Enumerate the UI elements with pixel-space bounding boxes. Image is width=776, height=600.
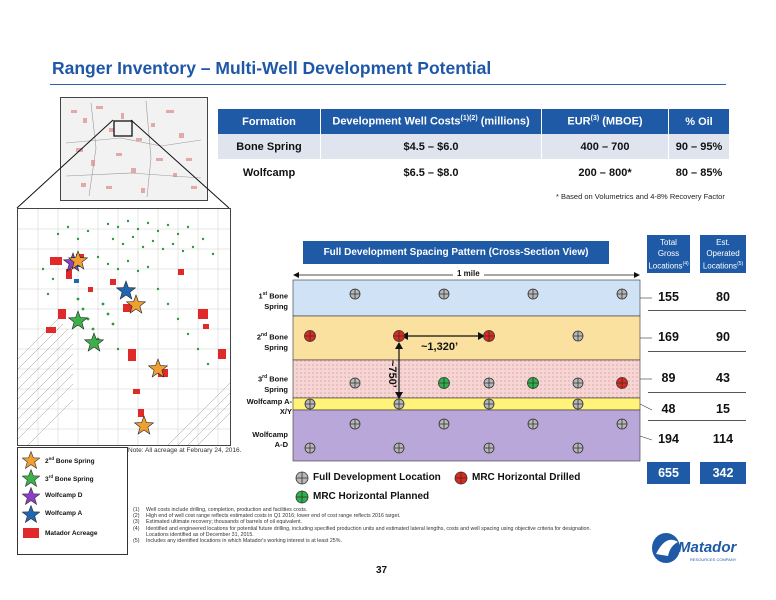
col-well-costs: Development Well Costs(1)(2) (millions): [320, 109, 542, 134]
operated-2nd-bone-spring: 90: [716, 330, 730, 344]
operated-1st-bone-spring: 80: [716, 290, 730, 304]
operated-3rd-bone-spring: 43: [716, 371, 730, 385]
legend-mrc-drilled: MRC Horizontal Drilled: [472, 472, 581, 483]
table-footnote: * Based on Volumetrics and 4-8% Recovery…: [556, 192, 725, 201]
operated-wolfcamp-ad: 114: [712, 432, 734, 446]
star-icon: [22, 505, 40, 523]
detail-map-graphic: [18, 209, 230, 445]
legend-2nd-bone-spring: 2nd Bone Spring: [45, 456, 95, 466]
acreage-swatch: [23, 528, 39, 538]
overview-map: [60, 97, 208, 201]
layer-wolfcamp-xy: [292, 397, 641, 411]
legend-icons: [295, 471, 468, 504]
col-total-gross-locations: Total Gross Locations(4): [647, 235, 690, 273]
page-title: Ranger Inventory – Multi-Well Developmen…: [52, 58, 492, 78]
svg-text:Matador: Matador: [678, 539, 738, 556]
layer-2nd-bone-spring: [292, 315, 641, 361]
col-eur: EUR(3) (MBOE): [541, 109, 669, 134]
mrc-horizontal-drilled-icons: [304, 330, 628, 389]
svg-text:RESOURCES COMPANY: RESOURCES COMPANY: [690, 557, 737, 562]
legend-3rd-bone-spring: 3rd Bone Spring: [45, 474, 94, 484]
legend-matador-acreage: Matador Acreage: [45, 530, 98, 537]
label-wolfcamp-ad: Wolfcamp A-D: [252, 430, 288, 449]
legend-full-development: Full Development Location: [313, 472, 441, 483]
gross-wolfcamp-ad: 194: [658, 432, 679, 446]
spacing-label: ~1,320’: [421, 341, 459, 353]
label-2nd-bone-spring: 2nd Bone Spring: [256, 332, 288, 352]
gross-3rd-bone-spring: 89: [661, 371, 676, 385]
star-icon: [22, 469, 40, 487]
layer-3rd-bone-spring: [292, 359, 641, 399]
col-oil: % Oil: [668, 109, 729, 134]
row-divider: [648, 392, 746, 393]
layer-1st-bone-spring: [292, 279, 641, 317]
star-icon: [22, 487, 40, 505]
mile-label: 1 mile: [453, 269, 484, 278]
col-est-operated-locations: Est. Operated Locations(5): [700, 235, 746, 273]
gross-2nd-bone-spring: 169: [658, 330, 679, 344]
table-row: Wolfcamp $6.5 – $8.0 200 – 800* 80 – 85%: [218, 159, 729, 186]
vertical-spacing-label: ~750’: [386, 360, 398, 388]
legend-wolfcamp-a: Wolfcamp A: [45, 510, 83, 517]
table-header-row: Formation Development Well Costs(1)(2) (…: [218, 109, 729, 134]
overview-map-graphic: [61, 98, 207, 200]
row-divider: [648, 310, 746, 311]
legend-wolfcamp-d: Wolfcamp D: [45, 492, 83, 499]
legend-mrc-planned: MRC Horizontal Planned: [313, 491, 430, 502]
page-number: 37: [376, 565, 388, 576]
acreage-note: Note: All acreage at February 24, 2016.: [128, 447, 242, 454]
label-3rd-bone-spring: 3rd Bone Spring: [257, 374, 288, 394]
row-divider: [648, 351, 746, 352]
full-development-location-icons: [304, 288, 628, 454]
detail-map: [17, 208, 231, 446]
col-formation: Formation: [218, 109, 321, 134]
cross-section-header: Full Development Spacing Pattern (Cross-…: [303, 241, 609, 264]
mrc-horizontal-planned-icons: [438, 377, 539, 389]
matador-logo: Matador RESOURCES COMPANY: [652, 533, 738, 563]
star-icon: [22, 451, 40, 469]
map-legend: 2nd Bone Spring 3rd Bone Spring Wolfcamp…: [17, 447, 128, 555]
title-rule: [50, 84, 726, 85]
table-row: Bone Spring $4.5 – $6.0 400 – 700 90 – 9…: [218, 134, 729, 160]
formation-table: Formation Development Well Costs(1)(2) (…: [218, 109, 729, 186]
total-gross-locations: 655: [647, 462, 690, 484]
label-1st-bone-spring: 1st Bone Spring: [258, 291, 288, 311]
label-wolfcamp-xy: Wolfcamp A- X/Y: [246, 397, 292, 416]
row-divider: [648, 420, 746, 421]
footnotes: (1) Well costs include drilling, completi…: [133, 507, 591, 545]
gross-wolfcamp-xy: 48: [661, 402, 676, 416]
layer-wolfcamp-ad: [292, 409, 641, 462]
gross-1st-bone-spring: 155: [658, 290, 679, 304]
total-operated-locations: 342: [700, 462, 746, 484]
operated-wolfcamp-xy: 15: [716, 402, 730, 416]
